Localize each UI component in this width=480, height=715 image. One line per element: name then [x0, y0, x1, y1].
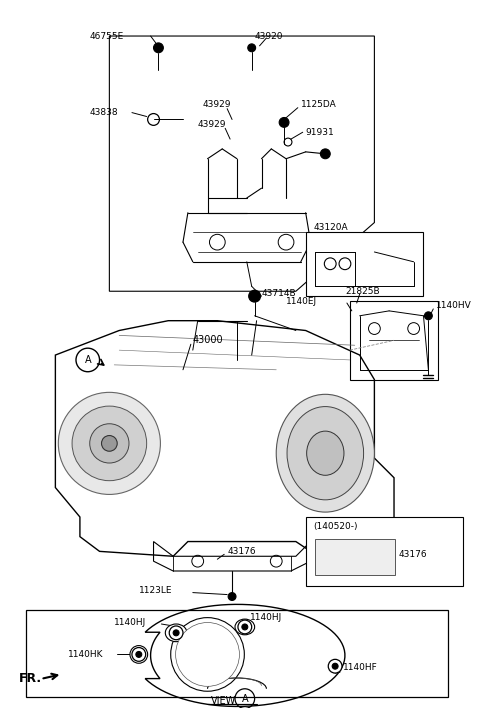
Circle shape [90, 424, 129, 463]
Circle shape [173, 630, 179, 636]
Text: 1140HV: 1140HV [436, 302, 472, 310]
Text: 1140HJ: 1140HJ [114, 618, 146, 626]
Text: 43838: 43838 [90, 108, 119, 117]
Ellipse shape [287, 407, 363, 500]
Text: 43929: 43929 [203, 100, 231, 109]
Circle shape [132, 648, 146, 661]
Text: 21825B: 21825B [345, 287, 380, 296]
Circle shape [248, 44, 256, 51]
Bar [306, 232, 423, 296]
Circle shape [279, 117, 289, 127]
Circle shape [228, 593, 236, 601]
Ellipse shape [276, 394, 374, 512]
Text: 43929: 43929 [198, 120, 226, 129]
Text: 1140EJ: 1140EJ [286, 297, 317, 305]
Circle shape [249, 290, 261, 302]
Text: A: A [241, 694, 248, 704]
Text: 1140HF: 1140HF [343, 663, 378, 671]
Circle shape [332, 664, 338, 669]
Text: 91931: 91931 [306, 128, 335, 137]
Ellipse shape [171, 618, 244, 691]
Text: 43120A: 43120A [313, 223, 348, 232]
Text: A: A [84, 355, 91, 365]
Circle shape [238, 620, 252, 633]
Circle shape [72, 406, 147, 480]
Bar [26, 611, 448, 696]
Ellipse shape [130, 646, 148, 664]
Text: 43176: 43176 [227, 547, 256, 556]
Text: 43714B: 43714B [262, 289, 296, 297]
Text: 1140HK: 1140HK [68, 650, 104, 659]
FancyBboxPatch shape [314, 538, 395, 575]
Text: 1125DA: 1125DA [301, 100, 336, 109]
Text: 43176: 43176 [399, 550, 428, 559]
Circle shape [321, 149, 330, 159]
Ellipse shape [176, 623, 240, 686]
Text: 1123LE: 1123LE [139, 586, 172, 595]
Ellipse shape [235, 619, 254, 635]
Ellipse shape [165, 624, 187, 641]
Bar [306, 517, 463, 586]
Bar [350, 301, 438, 380]
Text: 43920: 43920 [254, 31, 283, 41]
Text: FR.: FR. [19, 673, 42, 686]
Text: (140520-): (140520-) [313, 523, 358, 531]
Circle shape [424, 312, 432, 320]
Circle shape [328, 659, 342, 673]
Text: 43000: 43000 [193, 335, 223, 345]
Circle shape [59, 393, 160, 495]
Circle shape [136, 651, 142, 657]
Circle shape [101, 435, 117, 451]
Text: 1140HJ: 1140HJ [250, 613, 282, 621]
Ellipse shape [307, 431, 344, 475]
Circle shape [169, 626, 183, 640]
Circle shape [242, 624, 248, 630]
Text: VIEW: VIEW [210, 696, 236, 706]
Circle shape [154, 43, 163, 53]
Text: 46755E: 46755E [90, 31, 124, 41]
